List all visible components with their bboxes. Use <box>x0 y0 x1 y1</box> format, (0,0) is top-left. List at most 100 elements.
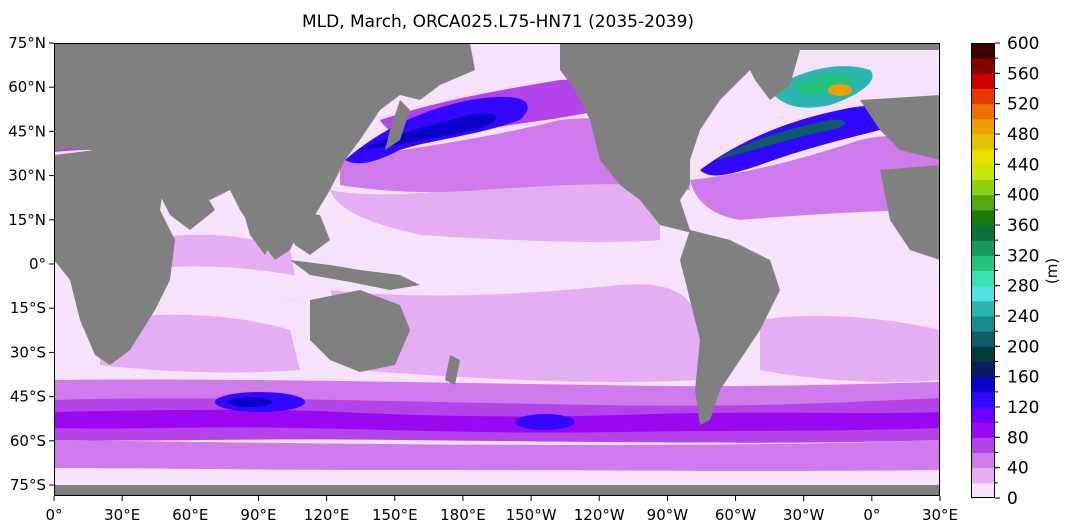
colorbar-tick-label: 520 <box>1007 95 1039 115</box>
colorbar-tick-label: 240 <box>1007 307 1039 327</box>
colorbar-frame <box>971 43 995 498</box>
colorbar-tick-label: 80 <box>1007 428 1029 448</box>
colorbar-segment <box>971 300 995 317</box>
x-tick-label: 150°E <box>372 506 418 524</box>
colorbar-tick-label: 280 <box>1007 277 1039 297</box>
colorbar-segment <box>971 407 995 423</box>
y-tick-label: 0° <box>29 255 46 273</box>
band-south-atlantic <box>760 315 940 382</box>
colorbar-label: (m) <box>1043 258 1061 284</box>
colorbar-segment <box>971 209 995 226</box>
band-south-indian <box>100 314 300 373</box>
eurasia-land <box>54 43 475 260</box>
y-tick-label: 30°S <box>10 343 46 361</box>
map-title: MLD, March, ORCA025.L75-HN71 (2035-2039) <box>301 12 695 32</box>
band-north-atlantic-mid <box>690 136 940 220</box>
colorbar-segment <box>971 331 995 347</box>
west-africa-edge <box>880 165 940 260</box>
colorbar: 0 40 80 120 160 200 240 280 320 360 400 440 480 520 56… <box>971 34 1039 509</box>
y-tick-label: 15°N <box>8 211 46 229</box>
arabia-land <box>150 175 215 230</box>
band-southern-ocean-south <box>54 440 940 471</box>
indonesia-land <box>290 260 420 290</box>
colorbar-segment <box>971 422 995 438</box>
band-southern-ocean-deep <box>54 409 940 433</box>
x-tick-label: 120°E <box>304 506 350 524</box>
colorbar-segment <box>971 149 995 165</box>
y-tick-label: 60°S <box>10 432 46 450</box>
y-tick-label: 45°N <box>8 122 46 140</box>
y-tick-label: 30°N <box>8 167 46 185</box>
new-zealand-land <box>445 355 460 385</box>
colorbar-segment <box>971 73 995 89</box>
colorbar-segment <box>971 452 995 469</box>
colorbar-segment <box>971 88 995 105</box>
mld-bands <box>54 66 940 471</box>
gulf-stream-core <box>715 119 845 160</box>
africa-land <box>54 150 175 365</box>
colorbar-tick-label: 480 <box>1007 125 1039 145</box>
colorbar-tick-label: 560 <box>1007 64 1039 84</box>
colorbar-segment <box>971 391 995 408</box>
land-masses <box>54 43 940 496</box>
colorbar-segment <box>971 225 995 241</box>
labrador-sea-core <box>795 74 855 96</box>
colorbar-segment <box>971 437 995 453</box>
colorbar-tick-label: 0 <box>1007 489 1018 509</box>
colorbar-segment <box>971 316 995 332</box>
map-area <box>54 43 940 496</box>
band-north-pacific <box>330 177 660 243</box>
x-tick-label: 0° <box>863 506 880 524</box>
colorbar-segment <box>971 467 995 484</box>
greenland-land <box>740 50 800 100</box>
colorbar-segment <box>971 43 995 59</box>
colorbar-tick-label: 320 <box>1007 246 1039 266</box>
colorbar-segment <box>971 179 995 196</box>
x-tick-label: 30°W <box>783 506 825 524</box>
australia-land <box>310 290 410 372</box>
north-america-land <box>560 43 940 235</box>
map-frame <box>54 43 940 496</box>
se-asia-land <box>280 210 330 255</box>
y-tick-label: 15°S <box>10 299 46 317</box>
y-axis: 75°N 60°N 45°N 30°N 15°N 0° 15°S 30°S 45°S 60°S 75… <box>8 34 54 494</box>
x-tick-label: 60°W <box>715 506 757 524</box>
antarctica-land <box>54 485 940 496</box>
colorbar-tick-label: 200 <box>1007 337 1039 357</box>
x-tick-label: 90°W <box>647 506 689 524</box>
japan-land <box>385 100 410 150</box>
south-america-land <box>680 230 780 425</box>
colorbar-segment <box>971 58 995 74</box>
nordic-seas-deep <box>828 84 852 96</box>
colorbar-segment <box>971 285 995 302</box>
colorbar-segment <box>971 164 995 180</box>
europe-land <box>860 95 940 160</box>
x-tick-label: 60°E <box>172 506 208 524</box>
colorbar-tick-label: 600 <box>1007 34 1039 54</box>
colorbar-segment <box>971 482 995 499</box>
x-tick-label: 30°E <box>104 506 140 524</box>
colorbar-segment <box>971 103 995 120</box>
x-tick-label: 0° <box>45 506 62 524</box>
colorbar-segment <box>971 361 995 378</box>
colorbar-segment <box>971 240 995 256</box>
colorbar-tick-label: 400 <box>1007 186 1039 206</box>
colorbar-segment <box>971 255 995 271</box>
y-tick-label: 75°N <box>8 34 46 52</box>
colorbar-tick-label: 360 <box>1007 216 1039 236</box>
colorbar-tick-label: 40 <box>1007 459 1029 479</box>
y-tick-label: 60°N <box>8 78 46 96</box>
x-tick-label: 90°E <box>240 506 276 524</box>
colorbar-segment <box>971 194 995 211</box>
y-tick-label: 75°S <box>10 476 46 494</box>
colorbar-tick-label: 440 <box>1007 155 1039 175</box>
equatorial-indian <box>140 266 320 300</box>
colorbar-tick-label: 160 <box>1007 368 1039 388</box>
colorbar-segment <box>971 134 995 150</box>
colorbar-segment <box>971 270 995 287</box>
india-land <box>240 200 280 255</box>
colorbar-segment <box>971 346 995 362</box>
band-south-pacific <box>330 284 700 382</box>
colorbar-tick-label: 120 <box>1007 398 1039 418</box>
